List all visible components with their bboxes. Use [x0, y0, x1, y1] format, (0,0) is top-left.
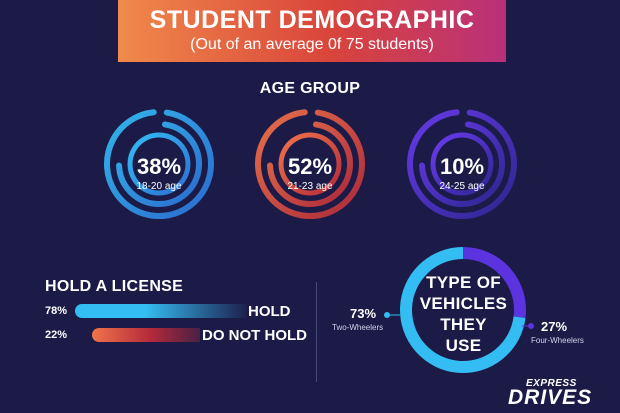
- hold-label: HOLD: [246, 303, 293, 320]
- vehicles-donut-graphic: [400, 247, 526, 373]
- four-wheelers-slice: [462, 247, 526, 318]
- age-ring-24-25-label: 24-25 age: [439, 181, 485, 192]
- page-subtitle: (Out of an average 0f 75 students): [190, 36, 434, 53]
- age-ring-18-20-percent: 38%: [136, 154, 182, 179]
- two-wheelers-label: Two-Wheelers: [332, 323, 384, 332]
- not-hold-percent: 22%: [45, 329, 68, 341]
- age-ring-21-23-graphic: [255, 109, 365, 219]
- hold-percent: 78%: [45, 305, 68, 317]
- age-group-title: AGE GROUP: [259, 80, 361, 97]
- hold-bar: [75, 304, 250, 318]
- age-ring-21-23: 52% 21-23 age: [254, 108, 366, 220]
- age-ring-18-20: 38% 18-20 age: [103, 108, 215, 220]
- vehicles-title-line: VEHICLES: [419, 294, 508, 313]
- two-wheelers-percent: 73%: [350, 306, 377, 321]
- age-ring-arc: [116, 121, 202, 207]
- age-ring-24-25: 10% 24-25 age: [406, 108, 518, 220]
- age-ring-arc: [104, 109, 214, 219]
- license-title: HOLD A LICENSE: [45, 278, 184, 295]
- age-ring-arc: [278, 132, 342, 196]
- age-ring-arc: [430, 132, 494, 196]
- age-ring-arc: [419, 121, 505, 207]
- page-title: STUDENT DEMOGRAPHIC: [149, 6, 475, 34]
- age-ring-arc: [255, 109, 365, 219]
- age-ring-arc: [267, 121, 353, 207]
- vehicles-title-line: USE: [445, 336, 482, 355]
- vehicles-donut: TYPE OF VEHICLES THEY USE: [396, 245, 531, 375]
- age-ring-arc: [407, 109, 517, 219]
- vehicles-title-line: TYPE OF: [426, 273, 501, 292]
- title-banner: [118, 0, 506, 62]
- brand-logo-top: EXPRESS: [526, 378, 577, 389]
- four-wheelers-percent: 27%: [541, 319, 568, 334]
- age-ring-21-23-label: 21-23 age: [287, 181, 333, 192]
- age-ring-24-25-percent: 10%: [439, 154, 485, 179]
- brand-logo: EXPRESS DRIVES: [508, 378, 608, 410]
- divider: [316, 282, 317, 382]
- age-ring-21-23-percent: 52%: [287, 154, 333, 179]
- age-ring-24-25-graphic: [407, 109, 517, 219]
- vehicles-title: TYPE OF VEHICLES THEY USE: [396, 272, 531, 356]
- age-ring-18-20-label: 18-20 age: [136, 181, 182, 192]
- two-wheelers-slice: [400, 247, 526, 373]
- brand-logo-main: DRIVES: [508, 386, 593, 409]
- vehicles-title-line: THEY: [440, 315, 487, 334]
- not-hold-label: DO NOT HOLD: [200, 327, 309, 344]
- not-hold-bar: [92, 328, 222, 342]
- four-wheelers-label: Four-Wheelers: [531, 336, 584, 345]
- age-ring-18-20-graphic: [104, 109, 214, 219]
- age-ring-arc: [127, 132, 191, 196]
